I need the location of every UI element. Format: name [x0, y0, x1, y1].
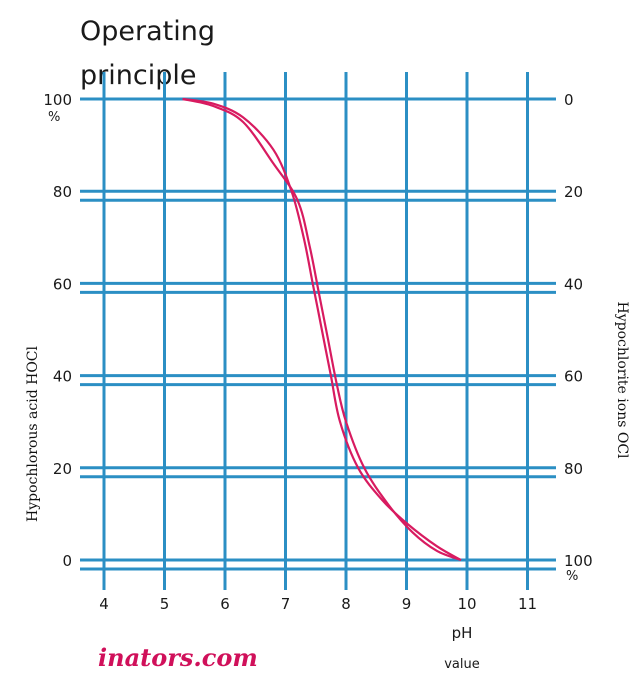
y-tick-label-right: 0 [564, 91, 574, 109]
y-tick-label-left: 80 [53, 183, 72, 201]
grid [80, 72, 556, 590]
y-axis-label-right: Hypochlorite ions OCl [614, 301, 630, 459]
chart-title-line1: Operating [80, 16, 215, 47]
chart-title-line2: principle [80, 60, 196, 91]
tick-labels: 4 5 6 7 8 9 10 11 0 20 40 60 80 100 100 80 60 40 20 0 [43, 91, 592, 613]
y-tick-label-right: 60 [564, 368, 583, 386]
watermark-text: inators.com [98, 643, 258, 672]
y-tick-label-right: 80 [564, 460, 583, 478]
series-line-2 [182, 97, 462, 562]
y-axis-label-left: Hypochlorous acid HOCl [25, 345, 41, 522]
x-tick-label: 6 [220, 595, 230, 613]
x-tick-label: 5 [160, 595, 170, 613]
x-axis-label-line2: value [444, 657, 480, 672]
x-tick-label: 7 [281, 595, 291, 613]
y-tick-label-right: 40 [564, 275, 583, 293]
x-tick-label: 8 [341, 595, 351, 613]
x-tick-label: 9 [402, 595, 412, 613]
y-unit-left: % [48, 110, 60, 125]
y-tick-label-left: 60 [53, 275, 72, 293]
y-unit-right: % [566, 569, 578, 584]
x-tick-label: 10 [457, 595, 476, 613]
y-tick-label-right: 100 [564, 552, 593, 570]
x-axis-label-line1: pH [452, 624, 473, 642]
y-tick-label-right: 20 [564, 183, 583, 201]
y-tick-label-left: 0 [62, 552, 72, 570]
x-tick-label: 11 [518, 595, 537, 613]
x-tick-label: 4 [99, 595, 109, 613]
y-tick-label-left: 20 [53, 460, 72, 478]
y-tick-label-left: 40 [53, 368, 72, 386]
curves [182, 97, 462, 562]
y-tick-label-left: 100 [43, 91, 72, 109]
